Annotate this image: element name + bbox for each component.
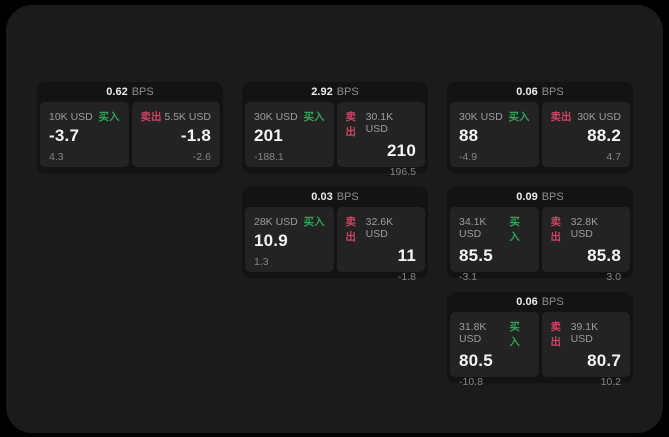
sell-price: -1.8	[180, 126, 211, 145]
price-card: 0.03 BPS 28K USD 买入 10.9 1.3 卖出 32.6K USD…	[242, 187, 428, 283]
buy-delta: -4.9	[459, 151, 478, 163]
sell-side-label: 卖出	[550, 111, 572, 123]
sell-price: 80.7	[587, 351, 621, 370]
bps-unit-label: BPS	[336, 86, 359, 98]
buy-side-label: 买入	[509, 321, 520, 348]
buy-side-label: 买入	[509, 216, 520, 243]
price-card: 0.06 BPS 31.8K USD 买入 80.5 -10.8 卖出 39.1K…	[447, 292, 633, 388]
sell-side-label: 卖出	[550, 216, 562, 243]
buy-panel[interactable]: 34.1K USD 买入 85.5 -3.1	[450, 207, 539, 283]
buy-price: 88	[459, 126, 479, 145]
buy-panel[interactable]: 10K USD 买入 -3.7 4.3	[40, 102, 129, 167]
buy-price: 80.5	[459, 351, 493, 370]
sell-price: 88.2	[587, 126, 621, 145]
buy-price: 10.9	[254, 231, 288, 250]
sell-amount: 39.1K USD	[570, 321, 599, 345]
bps-unit-label: BPS	[131, 86, 154, 98]
sell-side-label: 卖出	[550, 321, 562, 348]
bps-header: 0.06 BPS	[447, 292, 633, 312]
buy-side-label: 买入	[98, 111, 120, 123]
sell-price: 85.8	[587, 246, 621, 265]
buy-delta: 4.3	[49, 151, 64, 163]
bps-unit-label: BPS	[541, 86, 564, 98]
sell-panel[interactable]: 卖出 32.8K USD 85.8 3.0	[541, 207, 630, 283]
sell-price: 11	[397, 246, 416, 265]
buy-panel[interactable]: 31.8K USD 买入 80.5 -10.8	[450, 312, 539, 388]
bps-value: 2.92	[311, 86, 333, 98]
sell-delta: -1.8	[397, 271, 416, 283]
sell-price: 210	[387, 141, 416, 160]
bps-unit-label: BPS	[336, 191, 359, 203]
app-surface: 0.62 BPS 10K USD 买入 -3.7 4.3 卖出 5.5K USD …	[6, 5, 663, 433]
sell-delta: -2.6	[192, 151, 211, 163]
bps-value: 0.06	[516, 296, 538, 308]
sell-side-label: 卖出	[140, 111, 162, 123]
sell-amount: 30.1K USD	[365, 111, 394, 135]
buy-side-label: 买入	[508, 111, 530, 123]
buy-delta: -3.1	[459, 271, 478, 283]
sell-delta: 196.5	[389, 166, 416, 178]
buy-amount: 10K USD	[49, 111, 93, 123]
buy-price: 85.5	[459, 246, 493, 265]
bps-header: 2.92 BPS	[242, 82, 428, 102]
bps-value: 0.06	[516, 86, 538, 98]
sell-delta: 3.0	[606, 271, 621, 283]
buy-panel[interactable]: 28K USD 买入 10.9 1.3	[245, 207, 334, 272]
sell-panel[interactable]: 卖出 5.5K USD -1.8 -2.6	[131, 102, 220, 167]
bps-value: 0.62	[106, 86, 128, 98]
price-card: 2.92 BPS 30K USD 买入 201 -188.1 卖出 30.1K U…	[242, 82, 428, 178]
sell-side-label: 卖出	[345, 216, 357, 243]
buy-side-label: 买入	[303, 111, 325, 123]
bps-unit-label: BPS	[541, 296, 564, 308]
sell-panel[interactable]: 卖出 30.1K USD 210 196.5	[336, 102, 425, 178]
bps-header: 0.09 BPS	[447, 187, 633, 207]
price-card: 0.06 BPS 30K USD 买入 88 -4.9 卖出 30K USD 88…	[447, 82, 633, 173]
buy-amount: 34.1K USD	[459, 216, 487, 240]
buy-delta: 1.3	[254, 256, 269, 268]
sell-panel[interactable]: 卖出 32.6K USD 11 -1.8	[336, 207, 425, 283]
bps-header: 0.06 BPS	[447, 82, 633, 102]
buy-price: -3.7	[49, 126, 80, 145]
bps-value: 0.03	[311, 191, 333, 203]
sell-side-label: 卖出	[345, 111, 357, 138]
sell-amount: 32.6K USD	[365, 216, 394, 240]
sell-delta: 10.2	[600, 376, 621, 388]
bps-header: 0.03 BPS	[242, 187, 428, 207]
bps-unit-label: BPS	[541, 191, 564, 203]
bps-value: 0.09	[516, 191, 538, 203]
sell-amount: 5.5K USD	[164, 111, 211, 123]
sell-panel[interactable]: 卖出 39.1K USD 80.7 10.2	[541, 312, 630, 388]
price-card: 0.09 BPS 34.1K USD 买入 85.5 -3.1 卖出 32.8K …	[447, 187, 633, 283]
sell-amount: 32.8K USD	[570, 216, 599, 240]
buy-amount: 28K USD	[254, 216, 298, 228]
buy-panel[interactable]: 30K USD 买入 88 -4.9	[450, 102, 539, 167]
buy-amount: 31.8K USD	[459, 321, 487, 345]
buy-amount: 30K USD	[459, 111, 503, 123]
buy-amount: 30K USD	[254, 111, 298, 123]
sell-amount: 30K USD	[577, 111, 621, 123]
sell-delta: 4.7	[606, 151, 621, 163]
price-card: 0.62 BPS 10K USD 买入 -3.7 4.3 卖出 5.5K USD …	[37, 82, 223, 173]
sell-panel[interactable]: 卖出 30K USD 88.2 4.7	[541, 102, 630, 167]
buy-delta: -10.8	[459, 376, 483, 388]
buy-panel[interactable]: 30K USD 买入 201 -188.1	[245, 102, 334, 167]
bps-header: 0.62 BPS	[37, 82, 223, 102]
buy-price: 201	[254, 126, 283, 145]
buy-delta: -188.1	[254, 151, 284, 163]
buy-side-label: 买入	[303, 216, 325, 228]
